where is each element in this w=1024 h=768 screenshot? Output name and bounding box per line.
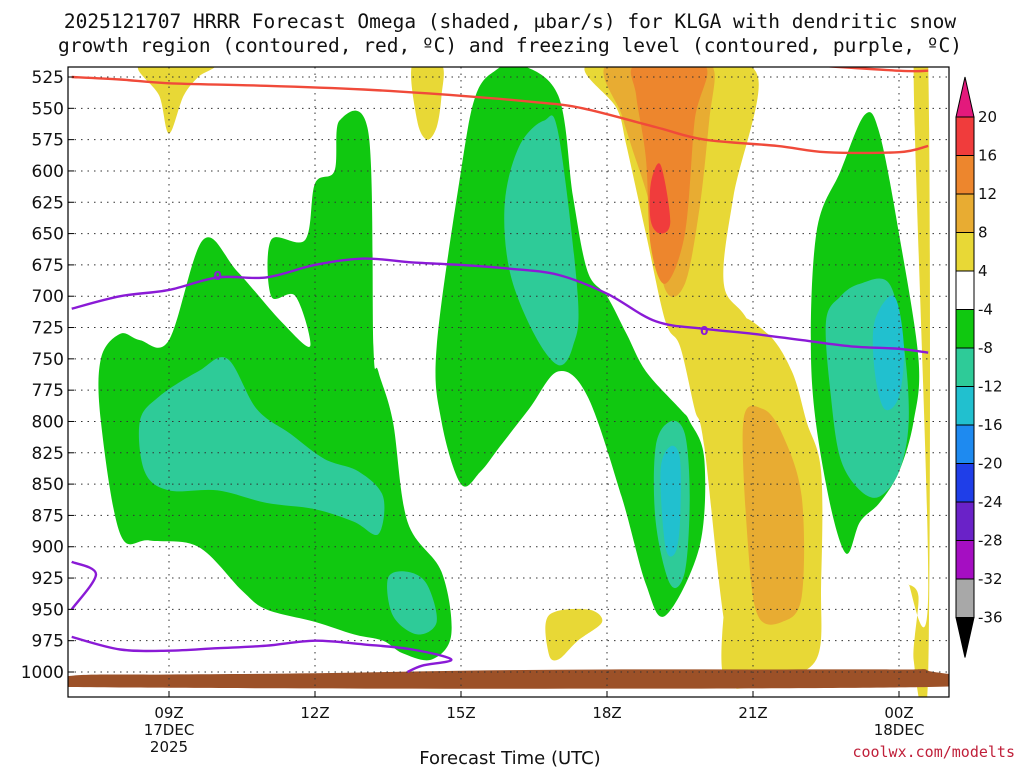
omega-cyan-region-right	[872, 295, 905, 411]
omega-teal-region-center	[504, 115, 579, 366]
colorbar-label-8: 8	[978, 224, 988, 242]
y-tick-label-825: 825	[32, 444, 64, 464]
colorbar-label--4: -4	[978, 301, 993, 319]
x-tick-label-18DEC: 18DEC	[874, 721, 925, 739]
colorbar-band--4-to-4	[955, 270, 975, 310]
y-tick-label-525: 525	[32, 68, 64, 88]
y-tick-label-675: 675	[32, 256, 64, 276]
y-tick-label-1000: 1000	[21, 663, 64, 683]
y-tick-label-875: 875	[32, 506, 64, 526]
colorbar-label--12: -12	[978, 378, 1003, 396]
plot-area: 00	[68, 67, 949, 697]
colorbar-label--24: -24	[978, 493, 1003, 511]
colorbar-label-20: 20	[978, 108, 997, 126]
colorbar-label--28: -28	[978, 532, 1003, 550]
omega-gold-region-lower	[742, 405, 805, 625]
omega-cyan-region-late	[660, 445, 681, 557]
colorbar-band--12-to--8	[955, 347, 975, 387]
omega-yellow-region-right-edge	[908, 67, 930, 697]
plot-frame	[67, 66, 950, 698]
colorbar-label--36: -36	[978, 609, 1003, 627]
omega-yellow-region-top-mid	[411, 67, 444, 140]
colorbar-label--8: -8	[978, 339, 993, 357]
contour-line-layer: 00	[70, 67, 929, 674]
omega-orange-region	[630, 67, 708, 284]
colorbar-label-4: 4	[978, 262, 988, 280]
chart-title-line-2: growth region (contoured, red, ºC) and f…	[58, 34, 962, 57]
contour-label-0: 0	[213, 269, 221, 283]
colorbar-band-16-to-20	[955, 116, 975, 156]
colorbar-band-8-to-12	[955, 193, 975, 233]
y-tick-label-650: 650	[32, 225, 64, 245]
omega-shading-layer	[68, 67, 949, 697]
y-tick-label-600: 600	[32, 162, 64, 182]
omega-teal-region-small	[387, 571, 437, 635]
chart-title-line-1: 2025121707 HRRR Forecast Omega (shaded, …	[64, 10, 956, 33]
y-tick-label-750: 750	[32, 350, 64, 370]
y-tick-label-950: 950	[32, 600, 64, 620]
y-tick-label-925: 925	[32, 569, 64, 589]
omega-red-region	[649, 163, 671, 234]
colorbar-band--8-to--4	[955, 309, 975, 349]
y-tick-label-900: 900	[32, 538, 64, 558]
y-tick-label-725: 725	[32, 319, 64, 339]
colorbar-band--24-to--20	[955, 463, 975, 503]
freezing-level-contour-lower	[71, 635, 453, 674]
colorbar-label--20: -20	[978, 455, 1003, 473]
colorbar-band--36-to--32	[955, 578, 975, 618]
omega-teal-region-left	[138, 357, 385, 536]
ground-surface	[68, 669, 949, 689]
colorbar-bottom-arrow	[955, 617, 975, 658]
colorbar-label-12: 12	[978, 185, 997, 203]
x-tick-label-12Z: 12Z	[300, 704, 329, 722]
colorbar-label--32: -32	[978, 570, 1003, 588]
colorbar-band-12-to-16	[955, 155, 975, 195]
dendritic-growth-contour-top	[821, 67, 929, 73]
x-tick-label-2025: 2025	[150, 738, 188, 756]
colorbar-band-4-to-8	[955, 232, 975, 272]
grid-layer	[68, 67, 949, 697]
y-tick-label-800: 800	[32, 412, 64, 432]
y-tick-label-775: 775	[32, 381, 64, 401]
y-tick-label-700: 700	[32, 287, 64, 307]
x-tick-label-21Z: 21Z	[738, 704, 767, 722]
x-tick-label-00Z: 00Z	[884, 704, 913, 722]
x-axis-label: Forecast Time (UTC)	[419, 748, 600, 768]
y-tick-label-550: 550	[32, 99, 64, 119]
colorbar-label--16: -16	[978, 416, 1003, 434]
y-tick-label-975: 975	[32, 632, 64, 652]
colorbar-band--28-to--24	[955, 501, 975, 541]
omega-yellow-region-bottom-small	[545, 608, 603, 661]
freezing-level-contour-corner	[70, 560, 98, 611]
colorbar-band--32-to--28	[955, 540, 975, 580]
y-tick-label-575: 575	[32, 131, 64, 151]
freezing-level-contour	[71, 257, 929, 354]
x-tick-label-17DEC: 17DEC	[144, 721, 195, 739]
x-tick-label-15Z: 15Z	[446, 704, 475, 722]
y-tick-label-625: 625	[32, 193, 64, 213]
contour-label-1: 0	[700, 324, 708, 338]
colorbar-label-16: 16	[978, 147, 997, 165]
colorbar-band--16-to--12	[955, 386, 975, 426]
omega-colorbar: 20 16 12 8 4 -4 -8 -12 -16 -20 -24 -28 -32 -36	[955, 76, 1003, 658]
y-tick-label-850: 850	[32, 475, 64, 495]
pressure-axis: 525 550 575 600 625 650 675 700 725 750 775 800 825 8…	[21, 68, 74, 683]
x-tick-label-18Z: 18Z	[592, 704, 621, 722]
x-tick-label-09Z: 09Z	[154, 704, 183, 722]
colorbar-band--20-to--16	[955, 424, 975, 464]
source-credit: coolwx.com/modelts	[852, 743, 1015, 761]
dendritic-growth-contour	[71, 75, 929, 155]
